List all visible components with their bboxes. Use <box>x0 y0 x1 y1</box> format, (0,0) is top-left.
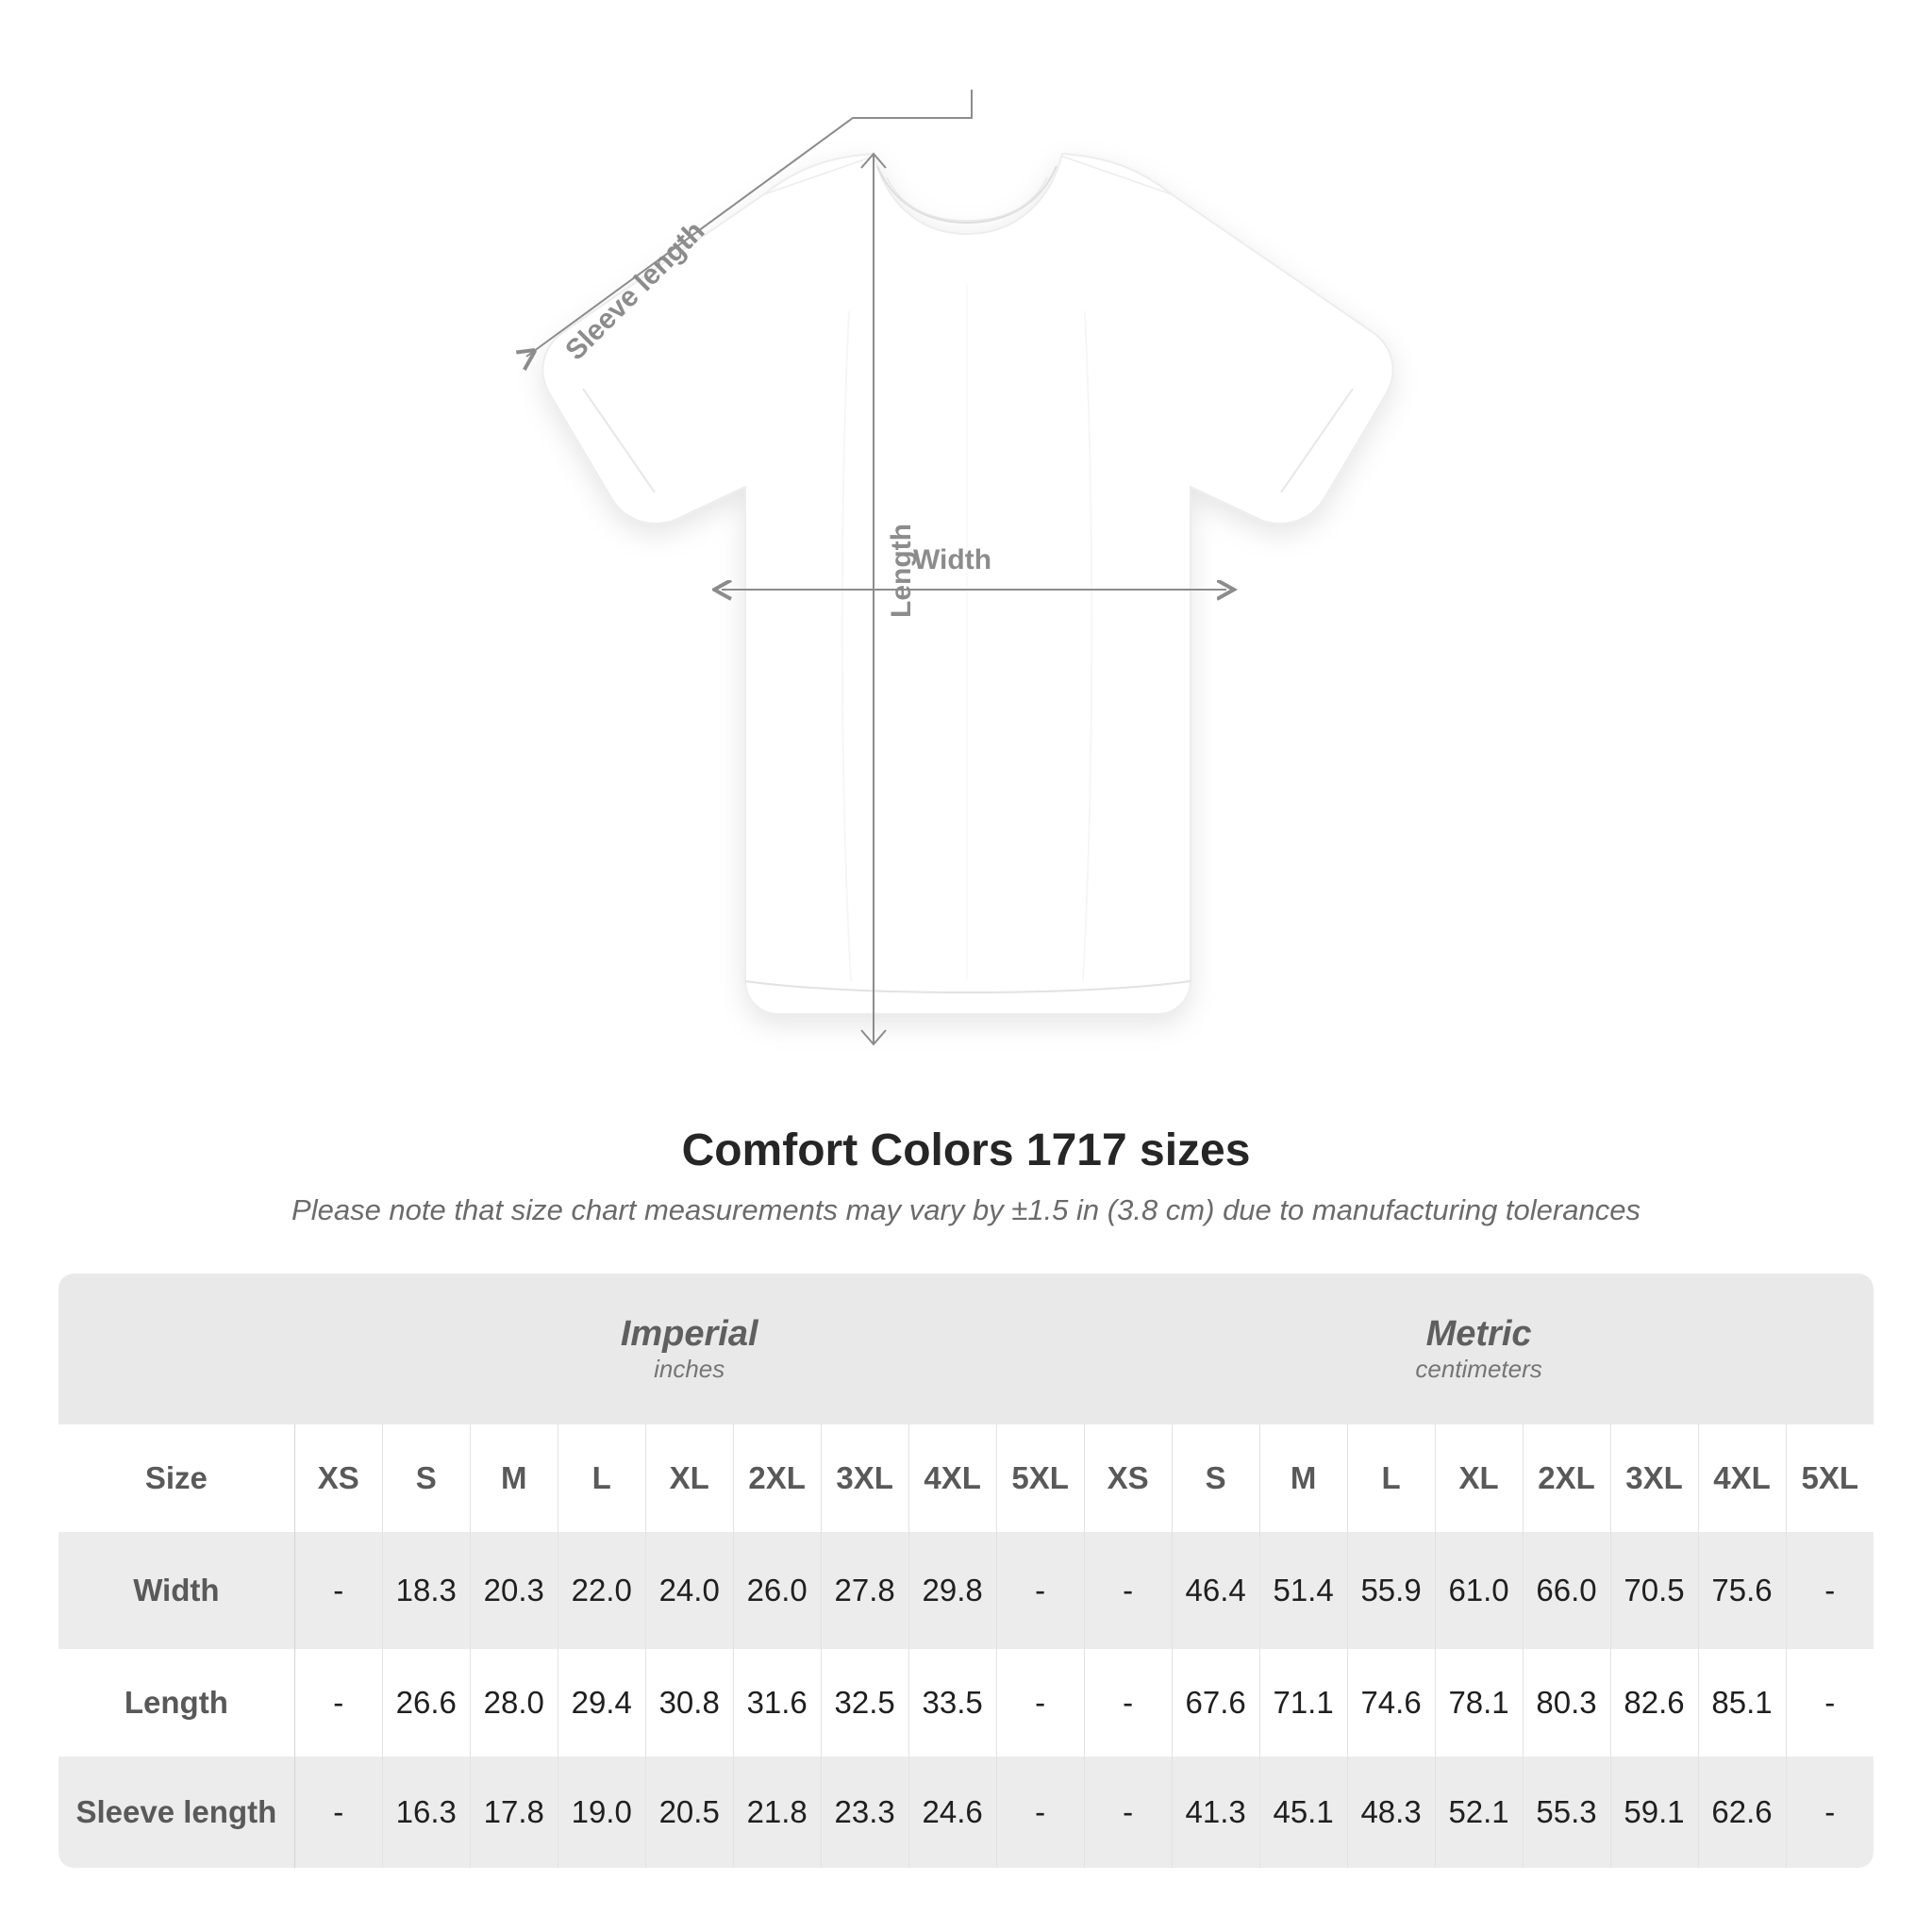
svg-text:Width: Width <box>913 544 991 575</box>
